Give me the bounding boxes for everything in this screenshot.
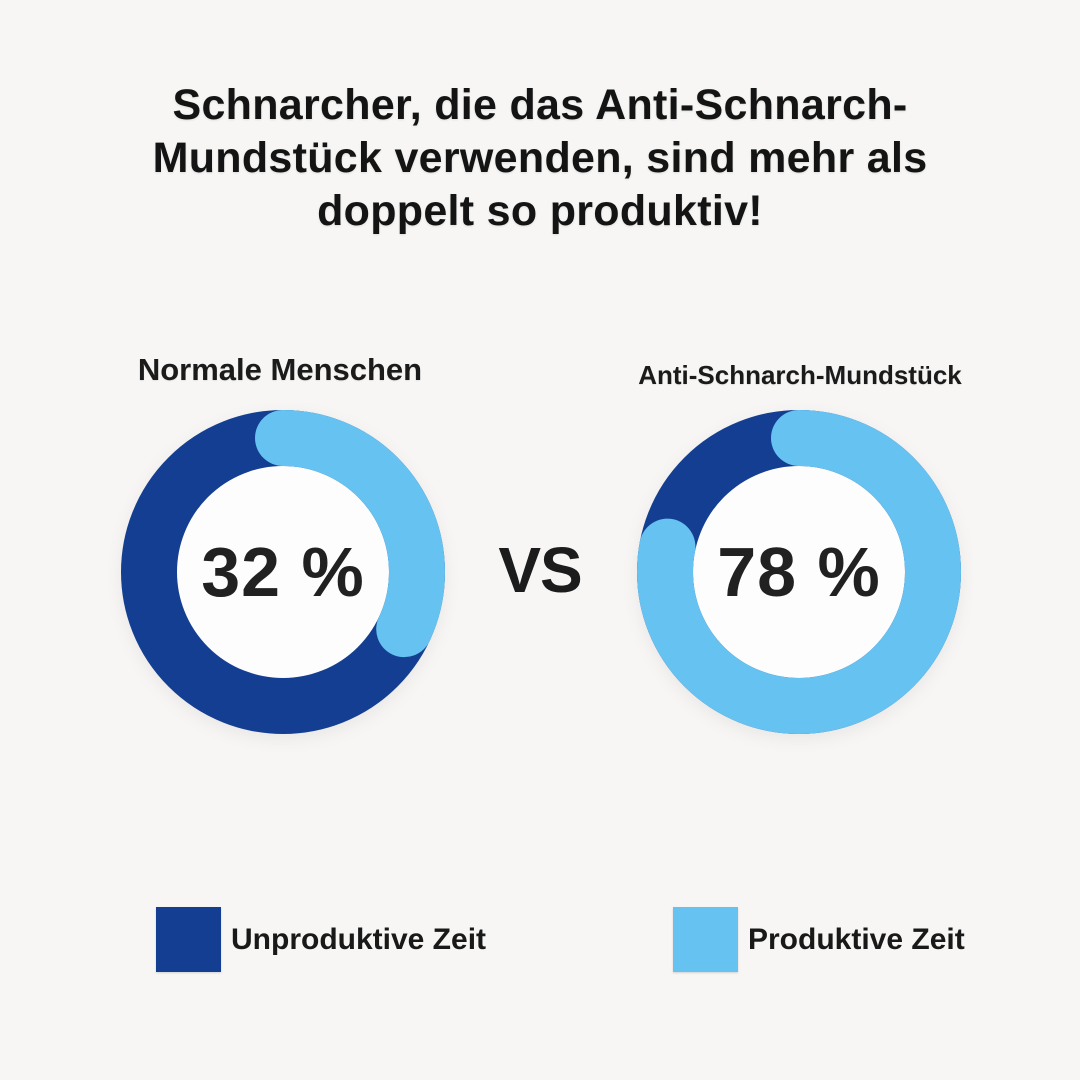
donut-right-title: Anti-Schnarch-Mundstück bbox=[638, 360, 962, 390]
donut-chart-normale-menschen: 32 % bbox=[121, 410, 445, 734]
donut-left-title: Normale Menschen bbox=[137, 352, 423, 387]
legend-item-productive: Produktive Zeit bbox=[673, 907, 965, 972]
donut-left-ring bbox=[121, 410, 445, 734]
donut-left-percentage: 32 % bbox=[201, 533, 365, 611]
donut-right-percentage: 78 % bbox=[717, 533, 881, 611]
donut-right-ring bbox=[637, 410, 961, 734]
donut-chart-anti-schnarch-mundstueck: 78 % bbox=[637, 410, 961, 734]
vs-label: VS bbox=[498, 534, 582, 606]
page-title-line-3: doppelt so produktiv! bbox=[317, 186, 763, 235]
legend-swatch-productive bbox=[673, 907, 738, 972]
legend-item-unproductive: Unproduktive Zeit bbox=[156, 907, 486, 972]
page-title-line-1: Schnarcher, die das Anti-Schnarch- bbox=[172, 80, 908, 129]
legend-label-productive: Produktive Zeit bbox=[748, 922, 965, 956]
legend-swatch-unproductive bbox=[156, 907, 221, 972]
legend-label-unproductive: Unproduktive Zeit bbox=[231, 922, 487, 956]
page-title-line-2: Mundstück verwenden, sind mehr als bbox=[152, 133, 928, 182]
page-title: Schnarcher, die das Anti-Schnarch- Munds… bbox=[0, 79, 1080, 238]
